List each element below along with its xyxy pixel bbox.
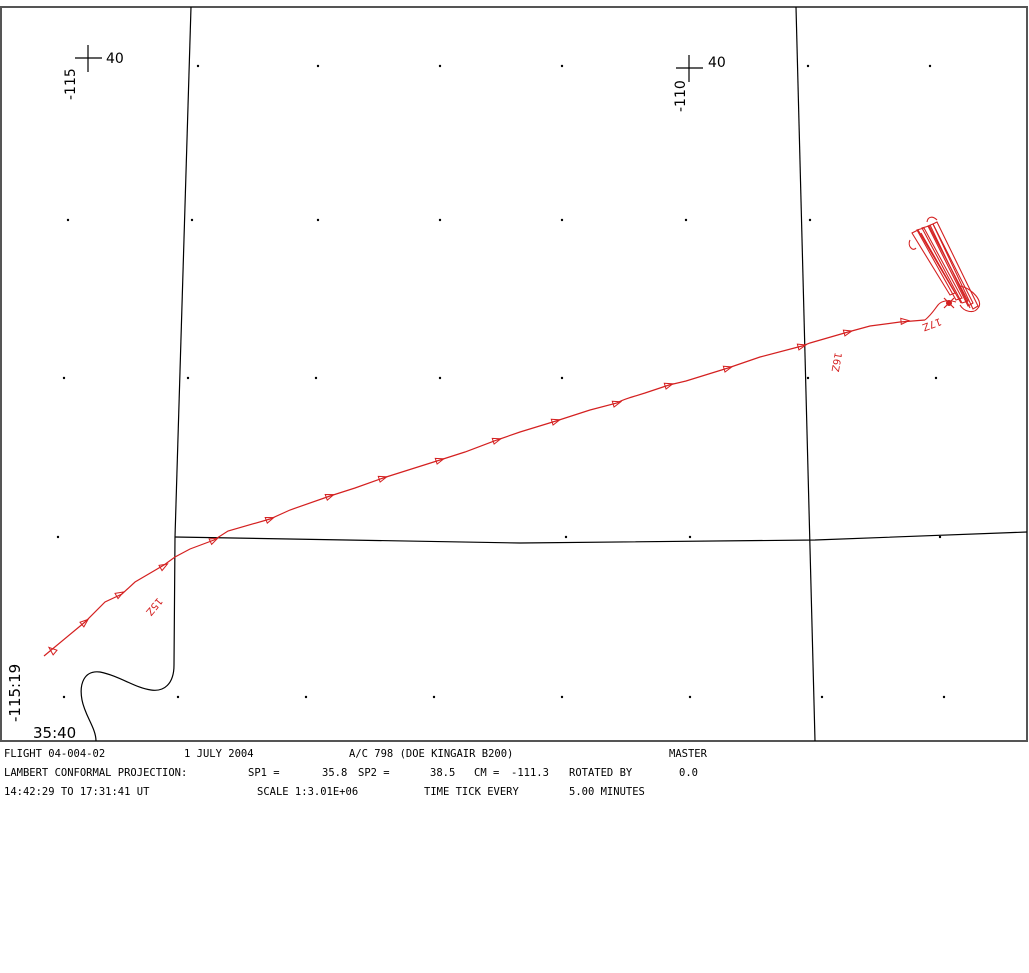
graticule-dot xyxy=(688,695,692,699)
graticule-dot xyxy=(196,64,200,68)
graticule-dot xyxy=(806,376,810,380)
time-tick-arrow xyxy=(796,343,808,351)
graticule-dot xyxy=(560,695,564,699)
time-tick-arrow xyxy=(324,494,336,502)
time-tick-arrow xyxy=(663,382,675,390)
flight-track: 15Z 16Z 17Z xyxy=(43,216,980,657)
sp1-value: 35.8 xyxy=(322,767,348,779)
graticule-dot xyxy=(176,695,180,699)
graticule-dot xyxy=(942,695,946,699)
time-tick-arrow xyxy=(377,475,389,483)
graticule-dot xyxy=(928,64,932,68)
graticule-dot xyxy=(438,376,442,380)
time-tick-arrow xyxy=(264,517,276,525)
corner-lon-label: -115:19 xyxy=(6,664,24,722)
lat-label-right: 40 xyxy=(708,55,726,71)
projection: LAMBERT CONFORMAL PROJECTION: xyxy=(4,767,188,779)
lon-label-right: -110 xyxy=(673,80,689,112)
time-tick-arrow xyxy=(900,317,911,326)
scale: SCALE 1:3.01E+06 xyxy=(257,786,359,798)
utah-arizona-border xyxy=(174,531,1028,544)
graticule-dot xyxy=(66,218,70,222)
graticule-dot xyxy=(56,535,60,539)
graticule-dot xyxy=(806,64,810,68)
sp1-label: SP1 = xyxy=(248,767,280,779)
caption-line-1: FLIGHT 04-004-02 1 JULY 2004 A/C 798 (DO… xyxy=(4,745,1024,764)
graticule-dot xyxy=(560,218,564,222)
lat-label-left: 40 xyxy=(106,51,124,67)
mode: MASTER xyxy=(669,748,707,760)
cm-value: -111.3 xyxy=(511,767,549,779)
graticule-marker-left: 40 -115 xyxy=(63,45,124,100)
time-tick-arrow xyxy=(550,418,562,426)
graticule-dot xyxy=(684,218,688,222)
graticule-dot xyxy=(688,535,692,539)
state-boundaries xyxy=(80,6,1028,742)
graticule-dot xyxy=(564,535,568,539)
time-tick-arrow xyxy=(491,437,503,445)
sp2-value: 38.5 xyxy=(430,767,456,779)
flight-id: FLIGHT 04-004-02 xyxy=(4,748,106,760)
tick-label: TIME TICK EVERY xyxy=(424,786,519,798)
time-tick-arrow xyxy=(611,400,623,408)
nevada-arizona-border xyxy=(80,536,176,742)
graticule-dot xyxy=(186,376,190,380)
nevada-utah-border xyxy=(174,6,192,538)
time-tick-arrow xyxy=(158,563,169,572)
aircraft: A/C 798 (DOE KINGAIR B200) xyxy=(349,748,514,760)
sp2-label: SP2 = xyxy=(358,767,390,779)
graticule-dot xyxy=(432,695,436,699)
graticule-dot xyxy=(62,376,66,380)
graticule-dot xyxy=(820,695,824,699)
caption-line-2: LAMBERT CONFORMAL PROJECTION: SP1 = 35.8… xyxy=(4,764,1024,783)
time-tick-arrow xyxy=(47,646,58,656)
graticule-dot xyxy=(190,218,194,222)
time-tick-arrow xyxy=(722,365,734,373)
graticule-dot xyxy=(316,218,320,222)
track-line xyxy=(43,319,926,657)
flight-track-map: 40 -115 40 -110 -115:19 35:40 xyxy=(0,6,1028,742)
time-tick-arrow xyxy=(842,329,854,337)
tick-value: 5.00 MINUTES xyxy=(569,786,645,798)
corner-coordinates: -115:19 35:40 xyxy=(6,664,76,742)
graticule-dot xyxy=(316,64,320,68)
graticule-dot xyxy=(304,695,308,699)
time-label-16z: 16Z xyxy=(829,351,843,372)
rotated-value: 0.0 xyxy=(679,767,698,779)
caption-line-3: 14:42:29 TO 17:31:41 UT SCALE 1:3.01E+06… xyxy=(4,783,1024,802)
time-tick-arrows xyxy=(47,317,911,656)
graticule-dots xyxy=(56,64,946,699)
graticule-dot xyxy=(438,218,442,222)
flight-caption: FLIGHT 04-004-02 1 JULY 2004 A/C 798 (DO… xyxy=(4,745,1024,807)
utah-colorado-border xyxy=(795,6,816,742)
time-tick-arrow xyxy=(79,618,90,628)
graticule-dot xyxy=(62,695,66,699)
graticule-dot xyxy=(314,376,318,380)
graticule-marker-right: 40 -110 xyxy=(673,55,726,112)
time-tick-arrow xyxy=(434,457,446,465)
time-tick-arrow xyxy=(114,591,125,600)
time-tick-arrow xyxy=(208,537,219,546)
graticule-dot xyxy=(560,64,564,68)
time-range: 14:42:29 TO 17:31:41 UT xyxy=(4,786,150,798)
graticule-dot xyxy=(808,218,812,222)
map-frame xyxy=(0,6,1028,742)
lon-label-left: -115 xyxy=(63,68,79,100)
graticule-dot xyxy=(934,376,938,380)
holding-pattern xyxy=(908,216,980,321)
cm-label: CM = xyxy=(474,767,500,779)
flight-date: 1 JULY 2004 xyxy=(184,748,254,760)
graticule-dot xyxy=(438,64,442,68)
graticule-dot xyxy=(560,376,564,380)
graticule-dot xyxy=(938,535,942,539)
time-label-17z: 17Z xyxy=(920,315,942,332)
time-label-15z: 15Z xyxy=(143,595,164,617)
rotated-label: ROTATED BY xyxy=(569,767,633,779)
corner-lat-label: 35:40 xyxy=(33,724,76,742)
